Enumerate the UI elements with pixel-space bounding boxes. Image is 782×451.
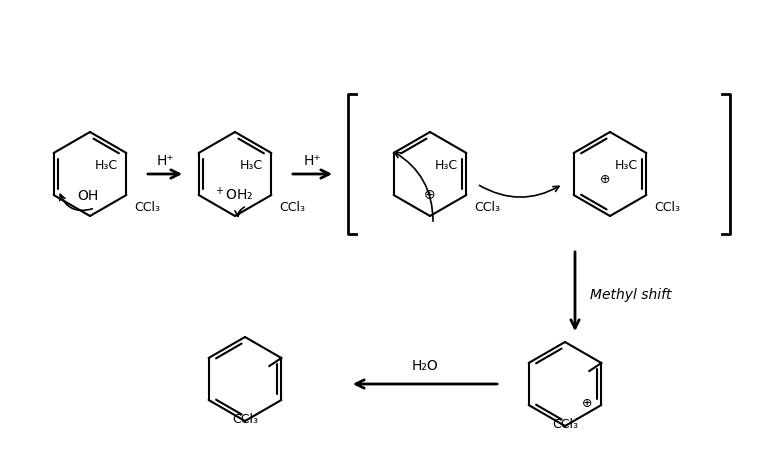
Text: CCl₃: CCl₃ <box>279 201 306 213</box>
Text: Methyl shift: Methyl shift <box>590 287 672 301</box>
Text: OH: OH <box>77 189 99 202</box>
Text: H₃C: H₃C <box>240 159 264 172</box>
Text: ⊕: ⊕ <box>582 396 592 410</box>
Text: H₂O: H₂O <box>411 358 439 372</box>
Text: $^+$OH₂: $^+$OH₂ <box>213 185 253 202</box>
Text: CCl₃: CCl₃ <box>475 201 500 213</box>
Text: H⁺: H⁺ <box>303 154 321 168</box>
Text: CCl₃: CCl₃ <box>552 417 578 430</box>
Text: CCl₃: CCl₃ <box>135 201 160 213</box>
Text: ⊕: ⊕ <box>600 173 610 186</box>
Text: H₃C: H₃C <box>615 159 638 172</box>
Text: H⁺: H⁺ <box>156 154 174 168</box>
Text: CCl₃: CCl₃ <box>655 201 680 213</box>
Text: H₃C: H₃C <box>95 159 118 172</box>
Text: ⊕: ⊕ <box>424 188 436 202</box>
Text: CCl₃: CCl₃ <box>232 412 258 425</box>
Text: H₃C: H₃C <box>436 159 458 172</box>
